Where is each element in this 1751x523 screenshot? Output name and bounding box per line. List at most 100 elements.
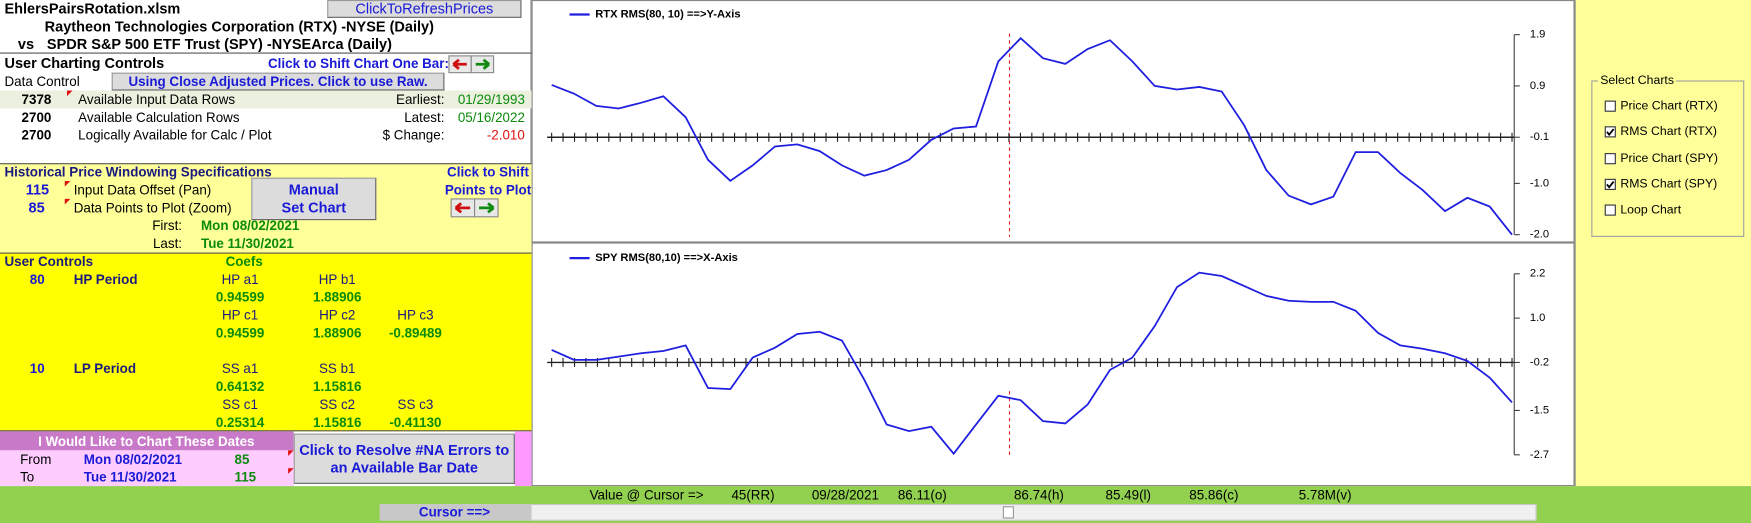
checkbox[interactable] xyxy=(1604,204,1616,216)
date-row-points: 115 xyxy=(234,469,257,485)
select-charts-title: Select Charts xyxy=(1597,71,1677,90)
points-label: Data Points to Plot (Zoom) xyxy=(73,200,232,216)
scroll-thumb[interactable] xyxy=(1002,506,1014,519)
first-date: Mon 08/02/2021 xyxy=(201,217,300,234)
coef-value: -0.89489 xyxy=(388,325,442,341)
period-label: HP Period xyxy=(73,271,138,288)
coef-header: SS a1 xyxy=(221,360,259,377)
y-tick-label: -0.2 xyxy=(1530,356,1549,368)
charts: RTX RMS(80, 10) ==>Y-Axis 1.9 0.9 -0.1 -1.0 -… xyxy=(531,8,1575,461)
set-chart-label[interactable]: Manual xyxy=(288,181,339,198)
points-value: 85 xyxy=(28,198,45,216)
y-tick-label: 0.9 xyxy=(1530,80,1546,92)
price-button[interactable] xyxy=(111,72,445,91)
coef-header: HP c3 xyxy=(397,307,434,323)
set-chart-label[interactable]: Set Chart xyxy=(281,198,347,216)
coef-value: 1.88906 xyxy=(313,289,362,306)
checkbox-label[interactable]: Loop Chart xyxy=(1620,203,1682,218)
offset-label: Input Data Offset (Pan) xyxy=(73,182,212,198)
shift-points-label: Click to Shift xyxy=(447,164,529,180)
shift-points-label: Points to Plot xyxy=(444,182,532,198)
cursor-value-label: Value @ Cursor => xyxy=(589,487,704,503)
set-chart-button[interactable] xyxy=(251,177,377,221)
coef-header: HP a1 xyxy=(221,271,259,288)
dates-header xyxy=(0,431,294,451)
y-tick-label: -2.7 xyxy=(1530,449,1549,461)
data-control-label: Data Control xyxy=(4,73,80,90)
row-key: Earliest: xyxy=(396,91,445,108)
row-value: 01/29/1993 xyxy=(457,91,525,108)
date-row-label: To xyxy=(20,469,35,485)
checkbox-label[interactable]: RMS Chart (RTX) xyxy=(1620,125,1718,139)
series-line xyxy=(551,271,1513,456)
coef-value: 1.15816 xyxy=(313,378,362,395)
cursor-button-label[interactable]: Cursor ==> xyxy=(418,503,491,520)
checkbox-label[interactable]: Price Chart (RTX) xyxy=(1620,99,1718,113)
coef-value: 1.88906 xyxy=(313,325,362,341)
row-count: 7378 xyxy=(21,91,52,108)
date-row-points: 85 xyxy=(234,451,250,468)
coef-value: -0.41130 xyxy=(389,414,442,431)
pink-strip xyxy=(514,431,532,487)
shift-bar-label: Click to Shift Chart One Bar: xyxy=(268,55,449,72)
y-tick-label: 1.9 xyxy=(1530,29,1546,41)
cursor-button[interactable] xyxy=(379,503,531,521)
refresh-button[interactable] xyxy=(327,0,522,18)
coef-value: 0.25314 xyxy=(215,414,265,431)
row-count: 2700 xyxy=(21,109,52,126)
windowing-title: Historical Price Windowing Specification… xyxy=(4,164,272,180)
checkbox[interactable] xyxy=(1604,100,1616,112)
header-vs: vs xyxy=(17,35,35,53)
resolve-button[interactable] xyxy=(293,433,515,484)
coef-header: SS c1 xyxy=(222,396,258,413)
resolve-button-label[interactable]: an Available Bar Date xyxy=(330,459,478,477)
cursor-value: 5.78M(v) xyxy=(1298,487,1352,503)
y-tick-label: -1.5 xyxy=(1530,404,1549,416)
checkbox[interactable] xyxy=(1604,178,1616,190)
row-value: -2.010 xyxy=(486,127,525,144)
resolve-button-label[interactable]: Click to Resolve #NA Errors to xyxy=(299,441,510,459)
cursor-value: 86.11(o) xyxy=(897,487,947,503)
row-label: Logically Available for Calc / Plot xyxy=(78,127,272,144)
x-axis-ticks xyxy=(551,132,1513,142)
last-label: Last: xyxy=(152,235,183,252)
y-tick-label: -2.0 xyxy=(1530,229,1549,241)
period-value: 10 xyxy=(29,360,45,377)
row-value: 05/16/2022 xyxy=(457,109,525,126)
section-title: User Charting Controls xyxy=(4,54,165,72)
user-controls-panel xyxy=(0,252,532,432)
checkbox-label[interactable]: Price Chart (SPY) xyxy=(1620,151,1718,165)
checkbox-label[interactable]: RMS Chart (SPY) xyxy=(1620,177,1718,191)
checkbox[interactable] xyxy=(1604,152,1616,164)
cursor-value: 45(RR) xyxy=(731,487,775,503)
coef-header: HP c2 xyxy=(319,307,356,323)
row-count: 2700 xyxy=(21,127,52,144)
coef-header: SS c2 xyxy=(319,396,356,413)
cursor-value: 85.49(l) xyxy=(1105,487,1151,503)
coef-header: SS c3 xyxy=(397,396,434,413)
row-band xyxy=(0,90,532,109)
shift-bar-buttons[interactable] xyxy=(448,55,495,74)
date-row-label: From xyxy=(20,451,52,468)
price-button-label[interactable]: Using Close Adjusted Prices. Click to us… xyxy=(128,73,428,90)
coef-value: 0.94599 xyxy=(215,289,265,306)
scrollbar[interactable] xyxy=(530,503,1537,521)
x-axis-ticks xyxy=(551,357,1513,367)
legend-label: RTX RMS(80, 10) ==>Y-Axis xyxy=(595,8,740,20)
coef-header: SS b1 xyxy=(318,360,356,377)
header-primary: Raytheon Technologies Corporation (RTX) … xyxy=(44,17,434,35)
refresh-button-label[interactable]: ClickToRefreshPrices xyxy=(355,0,494,17)
dates-panel xyxy=(0,450,294,487)
y-tick-label: 1.0 xyxy=(1530,312,1546,324)
first-label: First: xyxy=(152,217,183,234)
row-key: Latest: xyxy=(404,109,445,126)
coef-header: HP c1 xyxy=(221,307,259,323)
checkbox[interactable] xyxy=(1604,126,1616,138)
y-tick-label: 2.2 xyxy=(1530,268,1546,280)
file-name: EhlersPairsRotation.xlsm xyxy=(4,0,181,17)
date-row-date: Tue 11/30/2021 xyxy=(83,469,177,485)
shift-points-buttons[interactable] xyxy=(450,198,499,218)
period-label: LP Period xyxy=(73,360,137,377)
